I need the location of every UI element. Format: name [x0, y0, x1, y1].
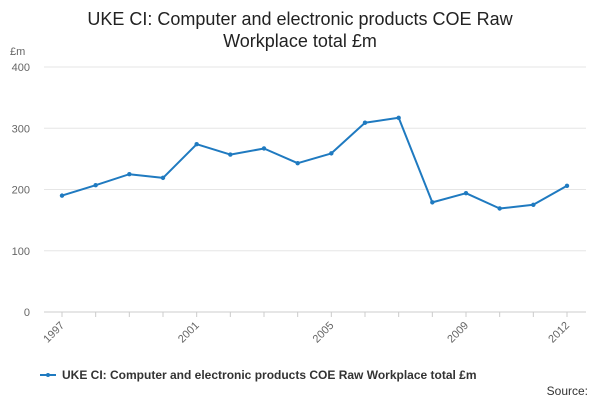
data-point[interactable]	[362, 120, 368, 125]
data-point[interactable]	[93, 183, 98, 188]
data-point[interactable]	[295, 160, 300, 166]
data-point[interactable]	[261, 146, 267, 151]
chart-title-line-2: Workplace total £m	[223, 31, 377, 51]
data-point[interactable]	[329, 151, 334, 156]
series-line	[61, 116, 568, 210]
y-unit-label: £m	[10, 46, 25, 58]
x-axis-ticks: 1997 2001 2005 2009 2012	[41, 312, 572, 345]
data-point[interactable]	[463, 190, 469, 196]
data-point[interactable]	[396, 115, 401, 121]
data-point[interactable]	[430, 200, 435, 205]
chart-title: UKE CI: Computer and electronic products…	[0, 8, 600, 52]
y-axis-ticks: 0 100 200 300 400	[12, 62, 30, 319]
y-tick-label: 100	[12, 246, 30, 258]
x-tick-label: 2001	[176, 320, 202, 346]
series-group	[59, 115, 570, 211]
data-point[interactable]	[194, 141, 199, 147]
x-tick-label: 1997	[41, 320, 67, 346]
legend[interactable]: UKE CI: Computer and electronic products…	[40, 366, 477, 384]
y-tick-label: 0	[24, 307, 30, 319]
x-tick-label: 2009	[445, 320, 471, 346]
x-tick-label: 2012	[546, 320, 572, 346]
data-point[interactable]	[531, 202, 536, 208]
data-point[interactable]	[228, 152, 233, 157]
data-point[interactable]	[497, 206, 502, 211]
data-point[interactable]	[59, 193, 65, 198]
data-point[interactable]	[160, 175, 166, 181]
source-label: Source:	[546, 384, 588, 398]
y-tick-label: 300	[12, 123, 30, 135]
y-tick-label: 200	[12, 185, 30, 197]
data-point[interactable]	[127, 171, 132, 177]
legend-label: UKE CI: Computer and electronic products…	[62, 368, 477, 382]
data-point[interactable]	[564, 183, 570, 189]
chart-title-line-1: UKE CI: Computer and electronic products…	[87, 9, 513, 29]
x-tick-label: 2005	[311, 320, 337, 346]
gridlines	[44, 66, 586, 313]
legend-line-marker-icon	[40, 369, 56, 381]
y-tick-label: 400	[12, 62, 30, 74]
